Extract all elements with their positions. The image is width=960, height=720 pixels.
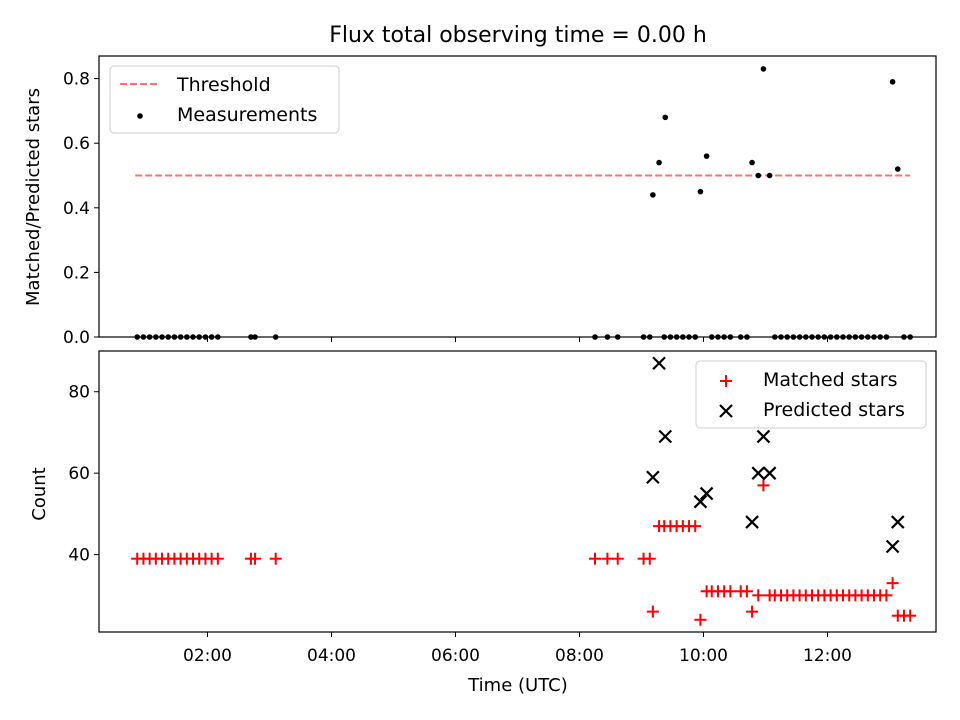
matched-star-marker xyxy=(211,552,224,565)
measurement-point xyxy=(703,153,710,159)
bottom-x-tick-label: 08:00 xyxy=(555,646,604,666)
predicted-points-layer xyxy=(646,356,905,554)
measurement-point xyxy=(755,172,762,179)
matched-star-marker xyxy=(646,605,659,618)
predicted-star-marker xyxy=(652,356,666,370)
matched-star-marker xyxy=(904,609,917,622)
bottom-plot-frame xyxy=(98,350,937,633)
bottom-legend-box xyxy=(695,360,927,429)
top-y-tick-label: 0.4 xyxy=(63,199,90,219)
matched-star-marker xyxy=(724,585,737,598)
bottom-x-tick-label: 10:00 xyxy=(679,646,728,666)
bottom-x-tick-label: 06:00 xyxy=(431,646,480,666)
top-plot-frame xyxy=(98,55,937,338)
x-axis-label: Time (UTC) xyxy=(467,675,568,696)
bottom-y-axis-label: Count xyxy=(29,467,50,520)
top-y-tick-label: 0.0 xyxy=(63,328,90,348)
matched-star-marker xyxy=(694,613,707,626)
matched-star-marker xyxy=(746,605,759,618)
bottom-x-tick-label: 12:00 xyxy=(803,646,852,666)
matched-star-marker xyxy=(611,552,624,565)
measurement-point xyxy=(749,159,755,166)
matched-star-marker xyxy=(601,552,614,565)
measurement-point xyxy=(697,188,704,195)
bottom-axis-ticks: 40 60 80 02:00 04:00 06:00 08:00 10:00 12:00 xyxy=(68,383,852,666)
matched-star-marker xyxy=(249,552,262,565)
measurement-point xyxy=(656,159,662,166)
bottom-x-tick-label: 04:00 xyxy=(307,646,356,666)
matched-star-marker xyxy=(689,520,702,533)
matched-star-marker xyxy=(880,589,893,602)
measurement-point xyxy=(894,166,901,172)
matched-star-marker xyxy=(643,552,656,565)
top-axis-ticks: 0.0 0.2 0.4 0.6 0.8 xyxy=(63,70,828,348)
measurement-point xyxy=(650,192,656,198)
predicted-star-marker xyxy=(756,429,771,444)
bottom-y-tick-label: 60 xyxy=(68,464,90,484)
bottom-y-tick-label: 80 xyxy=(68,383,90,403)
matched-star-marker xyxy=(757,479,770,492)
top-y-axis-label: Matched/Predicted stars xyxy=(23,88,44,306)
bottom-legend: Matched stars Predicted stars xyxy=(695,360,927,429)
predicted-star-marker xyxy=(890,515,905,529)
predicted-star-marker xyxy=(693,494,708,509)
top-y-tick-label: 0.6 xyxy=(63,134,90,154)
measurement-point xyxy=(766,172,773,179)
matched-star-marker xyxy=(589,552,601,565)
measurement-point xyxy=(662,114,669,121)
matched-legend-swatch xyxy=(720,375,732,387)
top-panel: 0.00.20.40.60.8 Matched/Predicted stars … xyxy=(23,55,937,348)
bottom-x-tick-label: 02:00 xyxy=(183,646,232,666)
top-legend-box xyxy=(109,65,340,134)
measurement-point xyxy=(889,79,896,85)
top-y-tick-label: 0.2 xyxy=(63,263,90,283)
predicted-star-marker xyxy=(699,486,714,501)
predicted-star-marker xyxy=(751,466,766,480)
matched-points-layer xyxy=(131,479,917,626)
measurements-legend-swatch xyxy=(137,113,143,119)
bottom-y-tick-label: 40 xyxy=(68,546,90,566)
predicted-legend-label: Predicted stars xyxy=(763,399,905,421)
predicted-legend-swatch xyxy=(719,404,733,418)
predicted-star-marker xyxy=(745,515,759,529)
matched-star-marker xyxy=(886,577,899,590)
chart-title: Flux total observing time = 0.00 h xyxy=(329,23,707,48)
bottom-panel: 40 60 80 02:00 04:00 06:00 08:00 10:00 12:00 Cou… xyxy=(29,350,937,696)
threshold-legend-label: Threshold xyxy=(176,74,271,96)
measurement-point xyxy=(760,66,767,72)
predicted-star-marker xyxy=(885,539,900,554)
matched-star-marker xyxy=(269,552,282,565)
predicted-star-marker xyxy=(762,466,777,480)
predicted-star-marker xyxy=(646,470,660,485)
matched-star-marker xyxy=(740,585,753,598)
top-y-tick-label: 0.8 xyxy=(63,70,90,90)
matched-star-marker xyxy=(752,589,765,602)
predicted-star-marker xyxy=(658,429,673,444)
measurements-legend-label: Measurements xyxy=(177,104,317,126)
top-legend: Threshold Measurements xyxy=(109,65,340,134)
matched-legend-label: Matched stars xyxy=(763,369,897,391)
